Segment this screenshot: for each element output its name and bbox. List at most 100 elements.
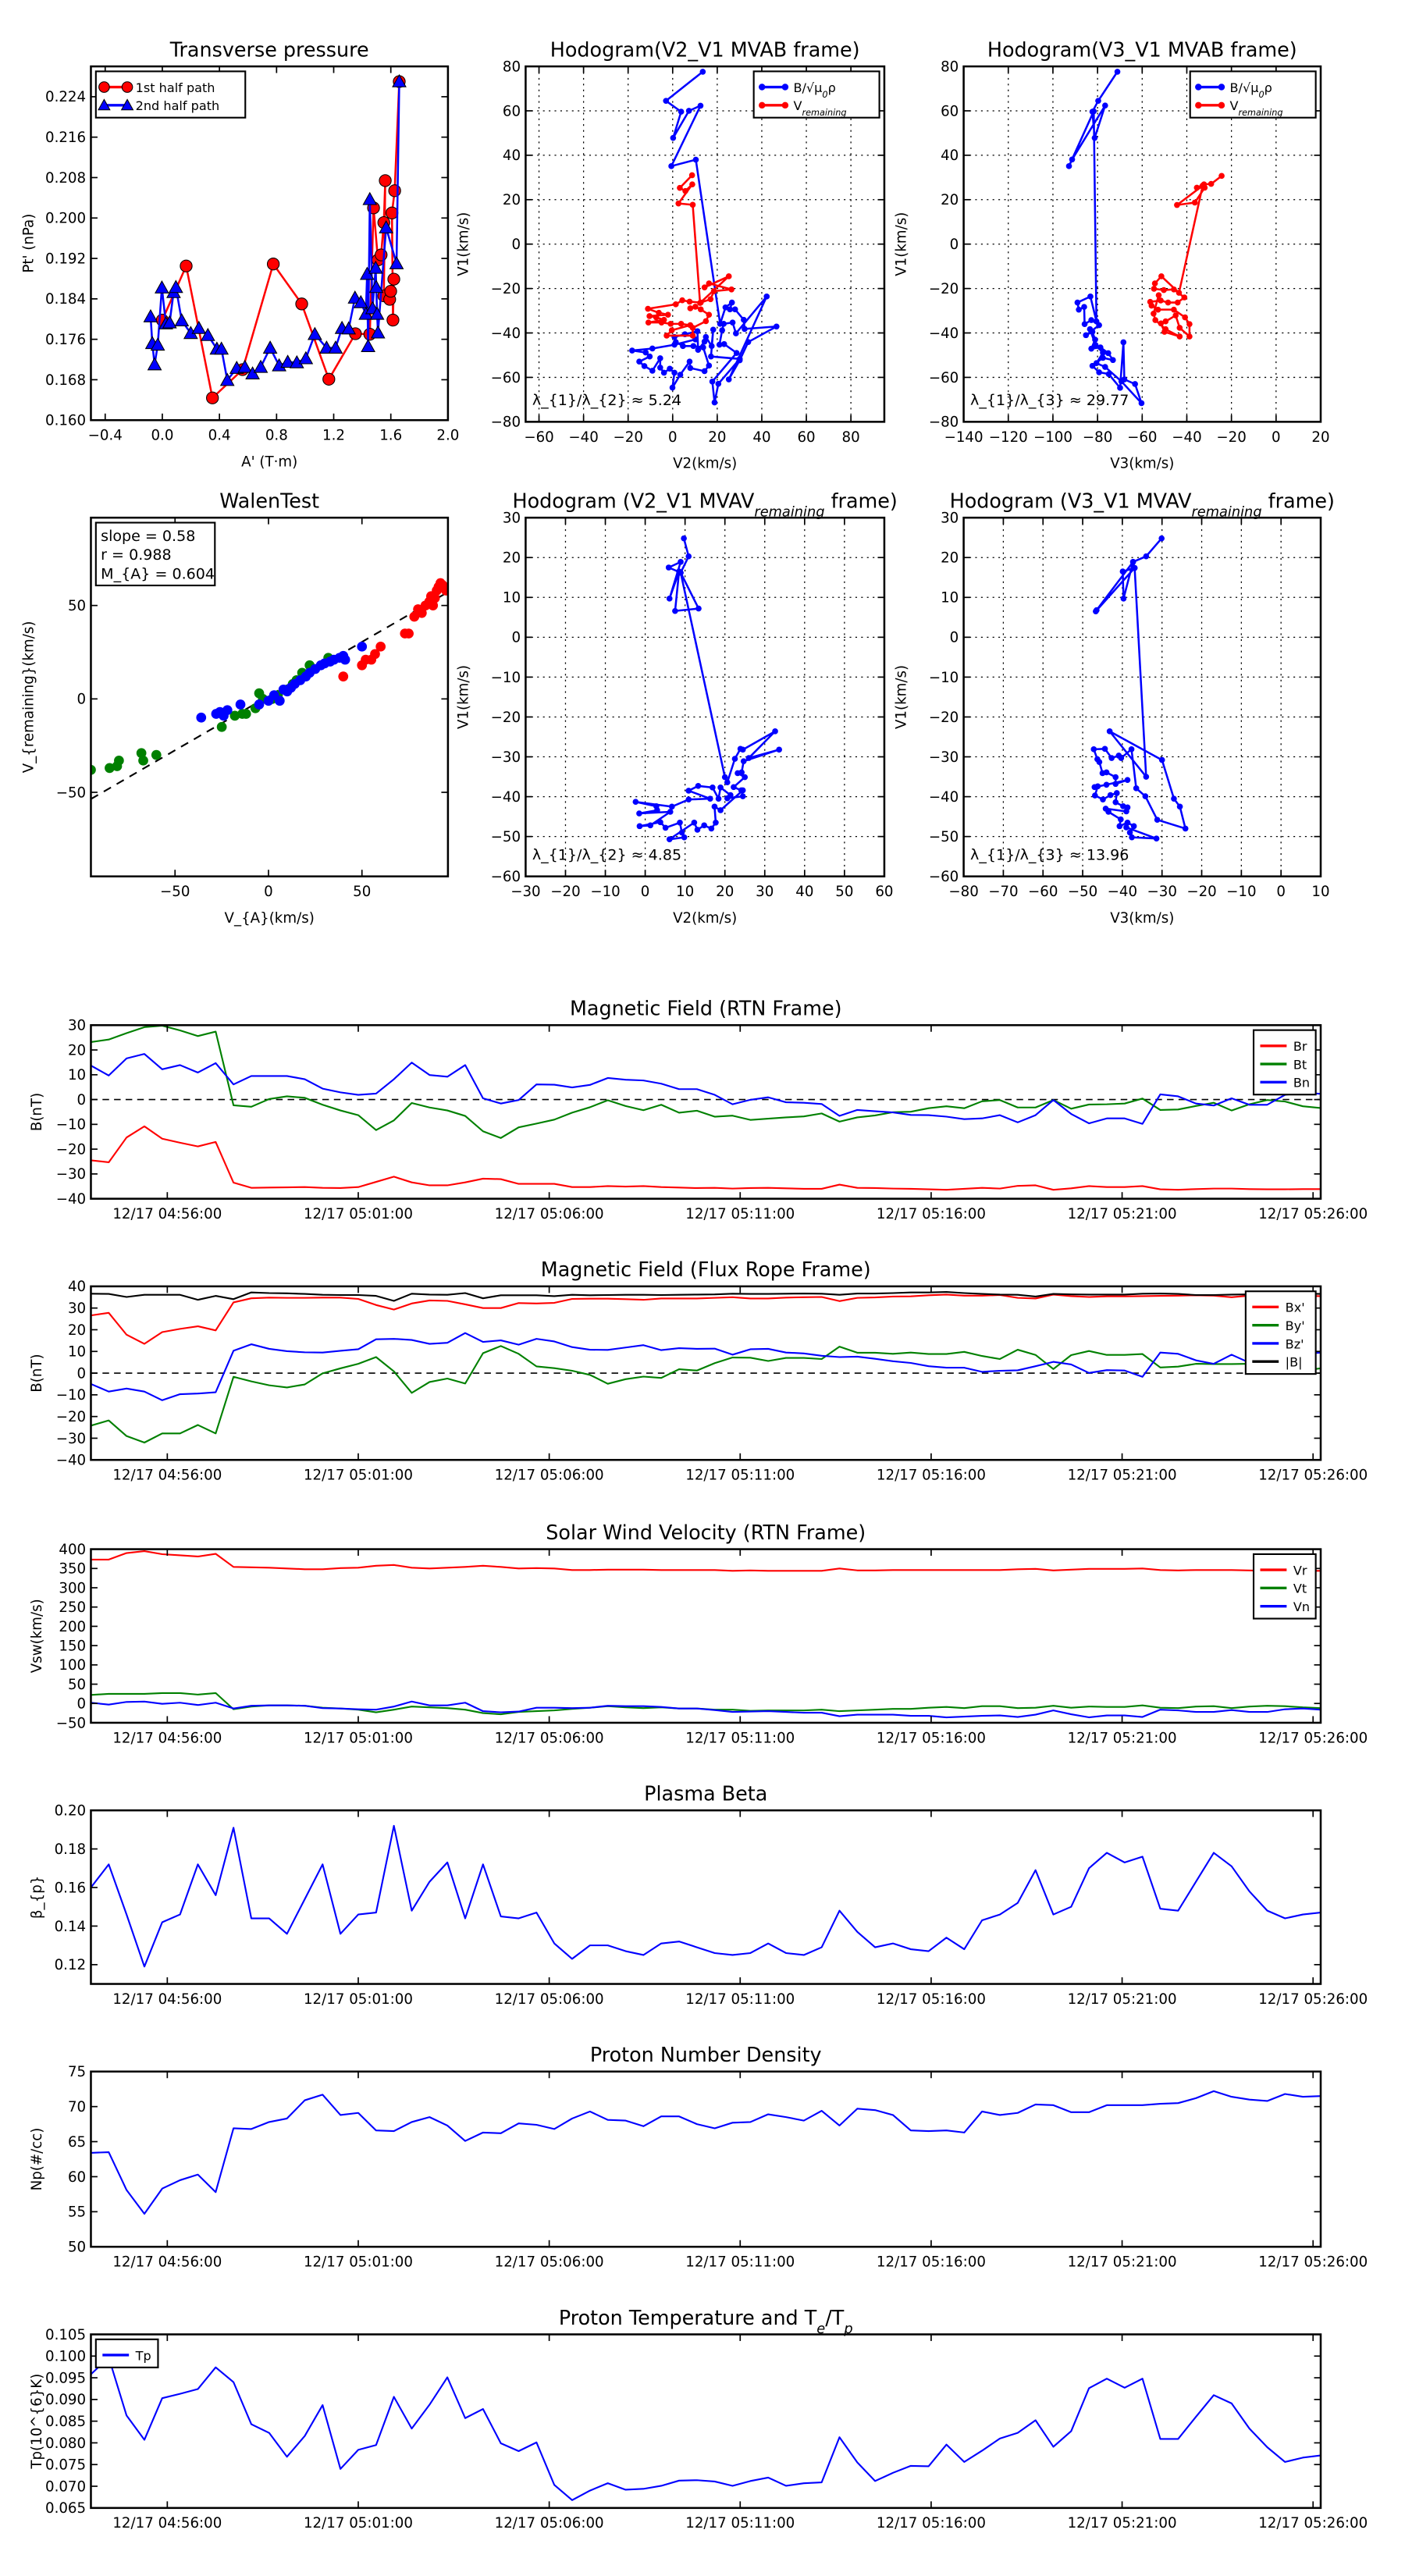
x-tick-label: 20 <box>708 429 726 446</box>
data-point <box>155 280 169 294</box>
hodogram-v3-v1-mvab-panel: −140 −120 −100 −80 −60 −40 −20 0 20 −80 −60 −40 −20 0… <box>893 37 1329 471</box>
legend-marker <box>781 84 789 91</box>
series-br <box>91 1125 1321 1191</box>
data-point <box>237 359 253 373</box>
data-point <box>1171 306 1177 313</box>
chart-title: Proton Number Density <box>590 2043 822 2066</box>
data-point <box>695 347 702 353</box>
series-red <box>338 578 448 681</box>
data-point <box>1143 774 1150 780</box>
data-point <box>387 272 400 286</box>
plot-area <box>91 1025 1321 1191</box>
y-tick-label: 60 <box>941 103 959 119</box>
hodogram-v3-v1-mvav-panel: −80 −70 −60 −50 −40 −30 −20 −10 0 10−60−50−40−30−… <box>893 489 1334 927</box>
y-axis-label: Vsw(km/s) <box>29 1599 45 1673</box>
data-point <box>692 156 699 163</box>
data-point <box>662 824 669 831</box>
data-point <box>441 585 448 596</box>
y-tick-label: 200 <box>59 1619 86 1635</box>
x-tick-label: 12/17 04:56:00 <box>112 1468 222 1484</box>
data-point <box>1176 290 1183 296</box>
x-tick-label: −20 <box>613 429 642 446</box>
data-point <box>1154 817 1161 824</box>
data-point <box>384 284 397 298</box>
data-point <box>318 340 334 354</box>
data-point <box>735 770 741 777</box>
data-point <box>665 564 672 571</box>
data-point <box>741 316 747 323</box>
plot-area <box>91 2090 1321 2215</box>
data-point <box>678 559 684 565</box>
data-point <box>689 201 696 208</box>
data-point <box>667 321 674 327</box>
data-point <box>1092 342 1099 348</box>
plasma-beta-panel: 12/17 04:56:00 12/17 05:01:00 12/17 05:06:… <box>29 1781 1368 2007</box>
y-tick-label: 10 <box>68 1067 86 1083</box>
x-tick-label: 2.0 <box>436 428 459 444</box>
y-tick-label: 0.224 <box>45 89 86 105</box>
data-point <box>1120 339 1127 346</box>
data-point <box>1113 790 1120 796</box>
y-axis-label: V1(km/s) <box>455 665 471 729</box>
y-tick-label: 0 <box>77 692 87 708</box>
data-point <box>370 325 386 339</box>
y-tick-label: −10 <box>929 670 959 686</box>
data-point <box>353 294 368 308</box>
y-tick-label: 60 <box>503 103 521 119</box>
data-point <box>1093 360 1100 367</box>
data-point <box>216 721 227 732</box>
chart-title: Hodogram (V3_V1 MVAVremaining frame) <box>950 489 1335 519</box>
legend-label: Vremaining <box>1230 98 1283 117</box>
data-point <box>370 649 380 660</box>
series-2nd-half-path <box>143 73 407 386</box>
data-point <box>168 279 183 294</box>
data-point <box>719 327 725 333</box>
data-point <box>389 255 404 269</box>
legend-frame <box>1189 70 1317 119</box>
series-tp <box>91 2356 1321 2501</box>
data-point <box>295 297 308 311</box>
data-point <box>731 784 737 791</box>
data-point <box>721 774 728 781</box>
y-tick-label: −30 <box>56 1431 86 1447</box>
data-point <box>143 308 158 322</box>
data-point <box>1186 333 1193 340</box>
y-tick-label: 10 <box>503 590 521 607</box>
y-tick-label: 0.075 <box>45 2457 86 2474</box>
y-tick-label: 0 <box>511 630 521 646</box>
series-line <box>91 2356 1321 2501</box>
x-tick-label: −100 <box>1033 429 1072 446</box>
data-point <box>701 338 708 345</box>
data-point <box>1107 792 1114 799</box>
data-point <box>266 258 280 271</box>
data-point <box>773 323 780 330</box>
legend-frame <box>1244 1290 1317 1375</box>
data-point <box>229 710 240 721</box>
y-tick-label: 0.16 <box>55 1880 87 1896</box>
data-point <box>1110 357 1116 364</box>
x-tick-label: 12/17 05:11:00 <box>685 1730 795 1746</box>
x-tick-label: 12/17 05:11:00 <box>685 2254 795 2271</box>
y-tick-label: −60 <box>491 869 521 885</box>
data-point <box>742 326 748 333</box>
data-point <box>647 822 654 829</box>
data-point <box>702 333 710 340</box>
series-bn <box>91 1053 1321 1125</box>
x-tick-label: 20 <box>1311 429 1329 446</box>
data-point <box>707 795 713 802</box>
data-point <box>632 799 639 806</box>
x-tick-label: 12/17 05:26:00 <box>1258 1206 1368 1222</box>
data-point <box>689 325 696 331</box>
data-point <box>691 819 698 826</box>
x-tick-label: −20 <box>1216 429 1246 446</box>
x-tick-label: 10 <box>676 884 694 900</box>
x-tick-label: 12/17 05:16:00 <box>877 2254 986 2271</box>
walen-test-panel: −50 0 50 −50 0 50 WalenTest V_{A}(km/s) V_{remai… <box>20 489 450 927</box>
legend-frame <box>1252 1553 1317 1620</box>
data-point <box>392 73 407 87</box>
data-point <box>709 379 716 385</box>
data-point <box>668 327 675 333</box>
data-point <box>298 350 314 365</box>
data-point <box>428 600 439 611</box>
